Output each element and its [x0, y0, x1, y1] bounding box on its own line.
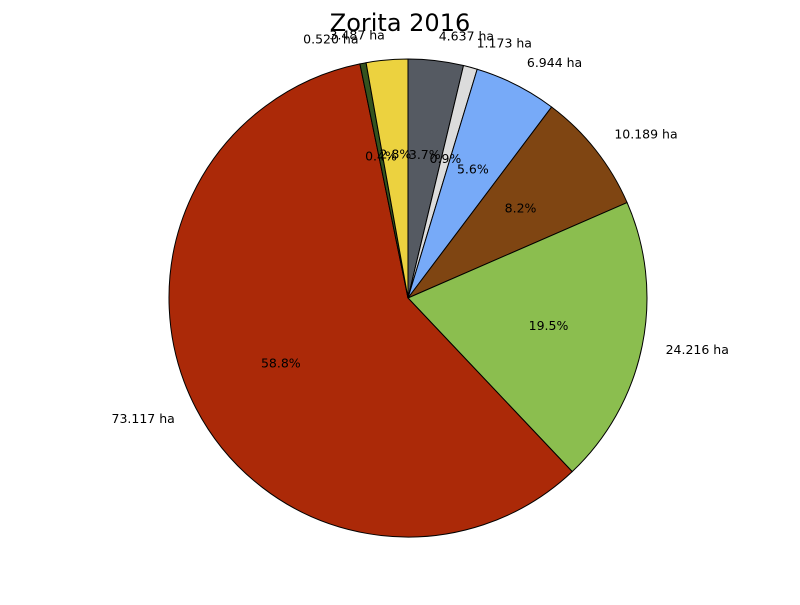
- slice-value-label-6: 0.520 ha: [303, 31, 358, 46]
- slice-value-label-4: 24.216 ha: [666, 342, 729, 357]
- slice-percent-label-6: 0.4%: [365, 149, 397, 164]
- pie-slice-7: [365, 58, 409, 299]
- slice-percent-label-5: 58.8%: [261, 356, 301, 371]
- slices-layer: [168, 58, 648, 538]
- slice-value-label-7: 3.487 ha: [330, 28, 385, 43]
- slice-value-label-5: 73.117 ha: [112, 411, 175, 426]
- slice-percent-label-2: 5.6%: [457, 162, 489, 177]
- slice-percent-label-1: 0.9%: [430, 151, 462, 166]
- pie-slice-3: [407, 106, 628, 299]
- labels-layer: 4.637 ha 3.7% 1.173 ha 0.9% 6.944 ha 5.6% 10.1…: [112, 28, 729, 426]
- chart-title: Zorita 2016: [330, 9, 470, 37]
- slice-value-label-3: 10.189 ha: [614, 127, 677, 142]
- slice-value-label-2: 6.944 ha: [527, 55, 582, 70]
- slice-value-label-1: 1.173 ha: [477, 36, 532, 51]
- slice-percent-label-7: 2.8%: [379, 147, 411, 162]
- pie-slice-5: [168, 63, 573, 538]
- slice-percent-label-3: 8.2%: [505, 201, 537, 216]
- slice-percent-label-4: 19.5%: [529, 318, 569, 333]
- slice-percent-label-0: 3.7%: [409, 147, 441, 162]
- slice-value-label-0: 4.637 ha: [439, 28, 494, 43]
- pie-slice-4: [407, 202, 648, 473]
